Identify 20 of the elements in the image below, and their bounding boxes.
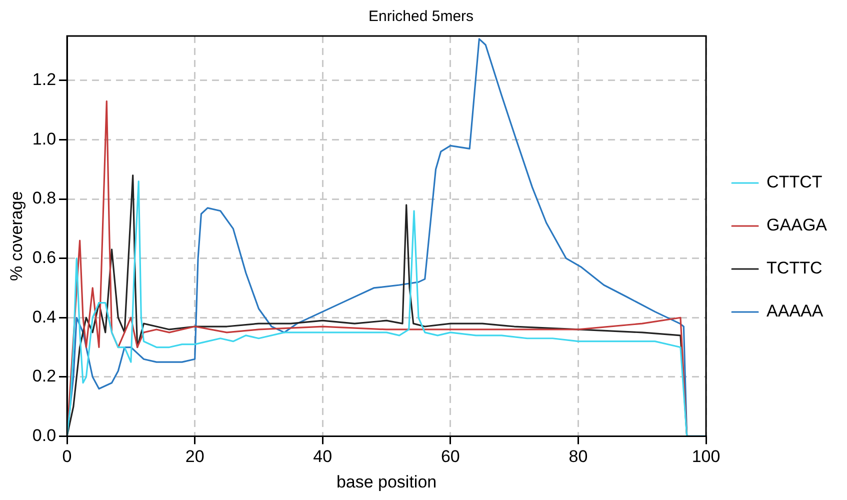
legend-label: AAAAA (766, 302, 824, 321)
x-tick-label: 20 (185, 447, 204, 466)
y-axis-title: % coverage (6, 191, 26, 281)
x-axis-title: base position (336, 472, 437, 492)
legend-label: TCTTC (766, 258, 822, 278)
y-tick-label: 0.4 (32, 307, 56, 326)
x-tick-label: 0 (62, 447, 72, 466)
legend-label: CTTCT (766, 172, 822, 192)
chart-title: Enriched 5mers (368, 8, 474, 26)
y-tick-label: 0.2 (32, 366, 56, 386)
x-tick-label: 80 (568, 447, 588, 466)
y-tick-label: 0.8 (32, 188, 56, 208)
x-tick-label: 60 (440, 447, 460, 466)
x-tick-label: 40 (313, 447, 332, 466)
x-tick-label: 100 (692, 447, 720, 466)
y-tick-label: 1.0 (32, 129, 56, 148)
y-tick-label: 0.6 (32, 248, 56, 268)
y-tick-label: 0.0 (32, 426, 56, 445)
y-tick-label: 1.2 (32, 70, 56, 90)
legend-label: GAAGA (766, 216, 828, 235)
